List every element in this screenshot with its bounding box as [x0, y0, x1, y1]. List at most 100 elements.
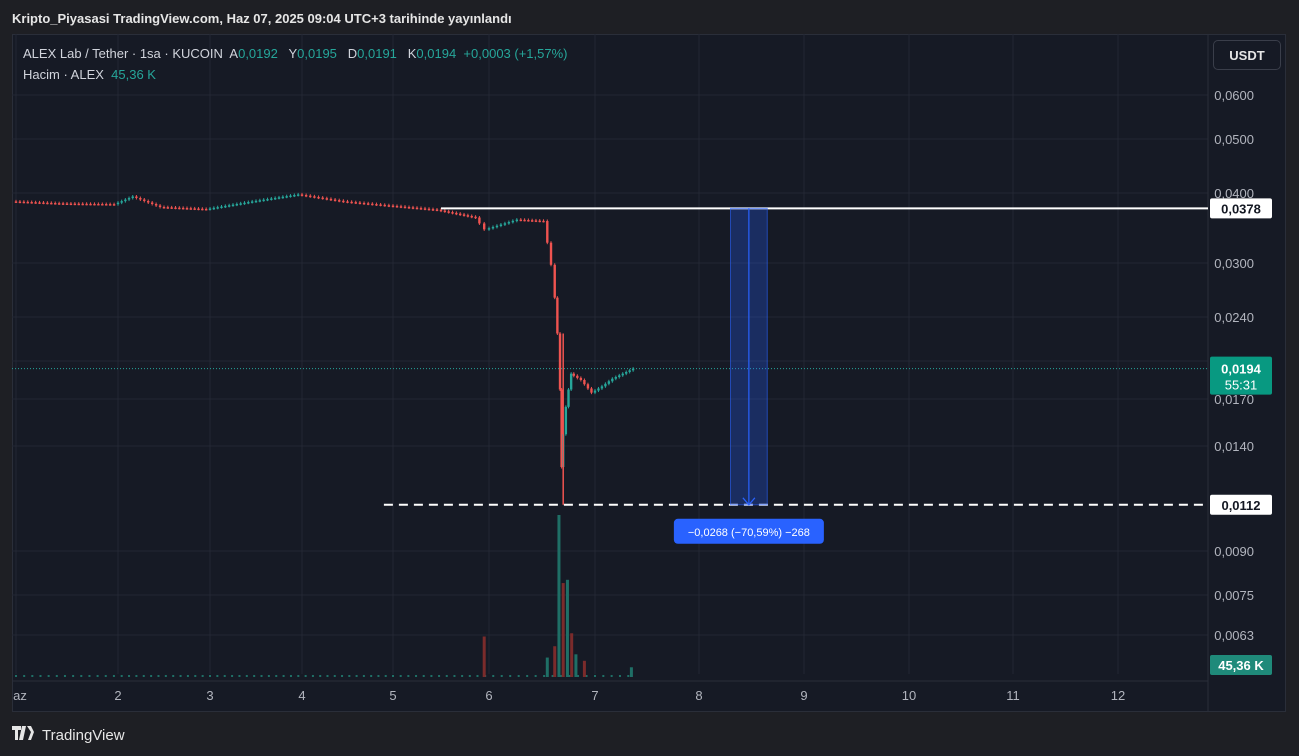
volume-bar [179, 675, 182, 677]
candle [201, 208, 204, 211]
volume-bar [194, 675, 197, 677]
candle [387, 205, 391, 207]
volume-bar [618, 675, 621, 677]
candle [289, 195, 292, 198]
candle [447, 211, 450, 213]
candle [466, 215, 470, 217]
volume-bar [543, 675, 546, 677]
candle [383, 204, 386, 207]
legend-open-label: A [229, 46, 239, 61]
candle [379, 204, 382, 206]
candle [519, 219, 522, 222]
candle [135, 196, 138, 198]
currency-button[interactable]: USDT [1213, 40, 1281, 70]
candle [515, 219, 519, 222]
volume-bar [392, 675, 394, 677]
candle [166, 207, 170, 209]
volume-bar [476, 675, 479, 677]
candle [105, 204, 108, 206]
candle [600, 386, 604, 389]
candle [304, 195, 308, 197]
candle [73, 203, 77, 206]
candle [593, 390, 597, 393]
candle [262, 199, 265, 202]
candle [354, 202, 357, 204]
footer-brand[interactable]: TradingView [12, 726, 125, 745]
line-price-label: 0,0378 [1221, 201, 1261, 216]
candle [530, 220, 534, 222]
volume-bar [551, 675, 554, 677]
candle [483, 223, 486, 230]
volume-bar [223, 675, 226, 677]
candle [147, 201, 150, 203]
y-tick-label: 0,0075 [1214, 588, 1254, 603]
candle [583, 380, 586, 385]
volume-bar [63, 675, 66, 677]
candle [178, 207, 181, 210]
candle [93, 203, 96, 206]
candle [403, 206, 407, 209]
volume-bar [407, 675, 410, 677]
volume-bar [267, 675, 270, 677]
volume-bar [164, 675, 167, 677]
candle [399, 206, 403, 208]
x-tick-label: 6 [485, 688, 492, 703]
candle [254, 200, 258, 203]
candle [235, 203, 239, 206]
volume-bar [517, 675, 520, 677]
candle [38, 202, 41, 204]
candle [346, 201, 349, 203]
volume-bar [142, 675, 145, 677]
candle [542, 220, 545, 223]
candle [462, 214, 466, 216]
volume-bar [55, 675, 58, 677]
volume-legend-label[interactable]: Hacim · ALEX [23, 67, 104, 82]
volume-bar [282, 675, 285, 677]
volume-bar [260, 675, 263, 677]
volume-bar [561, 583, 565, 677]
volume-bar [430, 675, 433, 677]
candle [419, 208, 423, 210]
x-tick-label: 9 [800, 688, 807, 703]
candle [300, 194, 304, 196]
chart-frame [12, 34, 1286, 712]
candle [487, 228, 491, 230]
candle [604, 383, 607, 387]
y-tick-label: 0,0170 [1214, 392, 1254, 407]
candle [618, 375, 621, 378]
candle [553, 264, 556, 298]
candle [439, 209, 443, 212]
candle [42, 202, 45, 205]
volume-bar [574, 654, 578, 677]
measure-label-box [673, 518, 824, 544]
dashed-price-label: 0,0112 [1221, 498, 1260, 513]
candle [560, 389, 563, 467]
volume-bar [88, 675, 91, 677]
current-price-box [1210, 356, 1272, 395]
candle [181, 207, 185, 210]
volume-bar [120, 675, 123, 677]
volume-bar [311, 675, 314, 677]
x-tick-label: 11 [1006, 688, 1020, 703]
volume-bar [438, 675, 441, 677]
candle [247, 202, 250, 204]
legend-symbol[interactable]: ALEX Lab / Tether · 1sa · KUCOIN [23, 46, 223, 61]
volume-price-label-box [1210, 655, 1272, 675]
volume-bar [15, 675, 17, 677]
x-tick-label: 10 [902, 688, 916, 703]
candle [296, 194, 300, 196]
candle [391, 205, 395, 208]
candle [455, 212, 458, 215]
candle [170, 207, 173, 209]
candle [427, 208, 431, 211]
candle [77, 203, 80, 206]
candle [534, 220, 538, 222]
candle [273, 197, 277, 200]
candle [97, 203, 100, 206]
candle [474, 216, 477, 219]
dashed-price-label-box [1210, 494, 1272, 515]
candle [549, 242, 553, 265]
candle [523, 219, 526, 222]
chart-canvas[interactable]: −0,0268 (−70,59%) −268 0,0600 0,0500 0,0400… [12, 34, 1286, 712]
volume-bar [582, 660, 586, 677]
